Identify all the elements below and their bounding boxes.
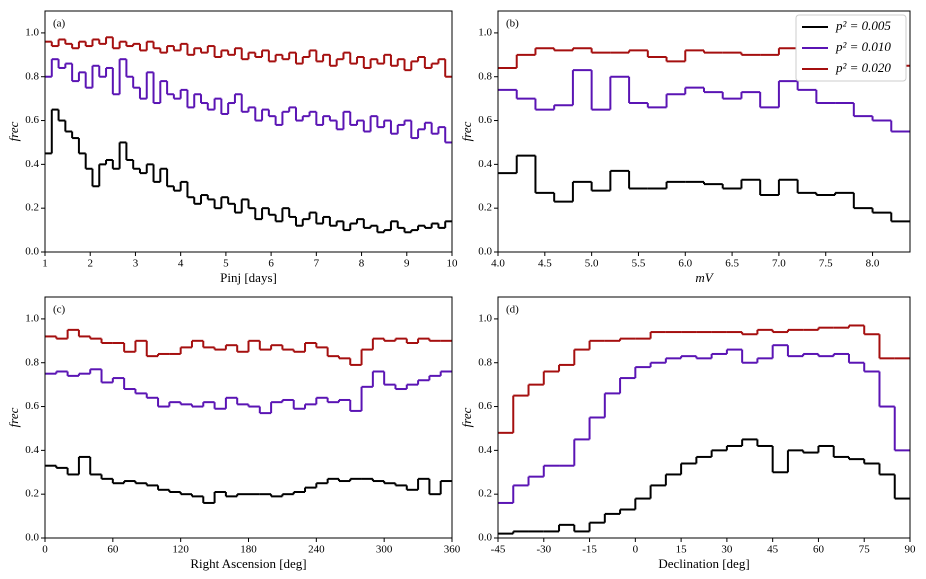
x-tick-label: 45 (767, 544, 779, 556)
panel-label: (a) (53, 18, 66, 30)
x-tick-label: 9 (404, 258, 410, 270)
y-tick-label: 0.2 (478, 202, 492, 214)
legend-label: p² = 0.010 (835, 39, 891, 54)
x-tick-label: 300 (376, 544, 393, 556)
y-tick-label: 1.0 (25, 26, 39, 38)
y-tick-label: 0.6 (478, 400, 492, 412)
panel-label: (d) (506, 304, 519, 316)
x-tick-label: 240 (308, 544, 325, 556)
x-tick-label: 60 (107, 544, 119, 556)
y-tick-label: 0.8 (25, 356, 39, 368)
panel: -45 -30 -15 0 15 30 45 60 75 90 0.0 0.2 0.4 0.6 0.8 1.0… (459, 296, 917, 571)
axes-frame (497, 10, 911, 253)
y-tick-label: 0.4 (25, 444, 39, 456)
x-tick-label: 4.0 (491, 258, 505, 270)
legend-frame (795, 14, 907, 82)
x-axis-label: mV (695, 270, 714, 285)
x-tick-label: -30 (536, 544, 551, 556)
x-axis-label: Pinj [days] (220, 270, 277, 285)
x-tick-label: 30 (721, 544, 733, 556)
x-tick-label: 6.5 (725, 258, 739, 270)
x-tick-label: 5.5 (632, 258, 646, 270)
x-tick-label: 7.5 (819, 258, 833, 270)
y-tick-label: 1.0 (478, 26, 492, 38)
y-tick-label: 0.0 (25, 532, 39, 544)
x-tick-label: 8 (359, 258, 365, 270)
x-tick-label: 120 (172, 544, 189, 556)
panel-label: (b) (506, 18, 519, 30)
x-tick-label: 7.0 (772, 258, 786, 270)
x-tick-label: 4.5 (538, 258, 552, 270)
y-tick-label: 0.6 (25, 114, 39, 126)
y-tick-label: 1.0 (25, 312, 39, 324)
x-tick-label: 75 (859, 544, 871, 556)
x-tick-label: 6 (268, 258, 274, 270)
y-tick-label: 0.8 (478, 70, 492, 82)
y-tick-label: 1.0 (478, 312, 492, 324)
x-tick-label: 5.0 (585, 258, 599, 270)
y-tick-label: 0.6 (478, 114, 492, 126)
y-tick-label: 0.0 (478, 246, 492, 258)
y-axis-label: frec (6, 407, 21, 427)
x-tick-label: -15 (582, 544, 597, 556)
x-tick-label: 90 (905, 544, 917, 556)
x-tick-label: 10 (447, 258, 459, 270)
axes-frame (44, 10, 453, 253)
y-axis-label: frec (459, 407, 474, 427)
axes-frame (44, 296, 453, 539)
panel-label: (c) (53, 304, 66, 316)
y-tick-label: 0.2 (25, 202, 39, 214)
y-axis-label: frec (459, 121, 474, 141)
y-tick-label: 0.4 (478, 444, 492, 456)
y-tick-label: 0.2 (478, 488, 492, 500)
x-tick-label: 8.0 (866, 258, 880, 270)
x-axis-label: Declination [deg] (658, 556, 749, 571)
y-tick-label: 0.0 (25, 246, 39, 258)
x-tick-label: 5 (223, 258, 229, 270)
x-tick-label: 6.0 (678, 258, 692, 270)
y-tick-label: 0.8 (478, 356, 492, 368)
x-tick-label: 0 (42, 544, 48, 556)
legend-label: p² = 0.020 (835, 60, 891, 75)
x-tick-label: 180 (240, 544, 257, 556)
panel: 1 2 3 4 5 6 7 8 9 10 0.0 0.2 0.4 0.6 0.8 1.0 (a) Pinj [da… (6, 10, 459, 285)
x-tick-label: 0 (633, 544, 639, 556)
panel: 4.0 4.5 5.0 5.5 6.0 6.5 7.0 7.5 8.0 0.0 0.2 0.4 0.6 0… (459, 10, 911, 285)
x-tick-label: 15 (676, 544, 688, 556)
y-tick-label: 0.4 (478, 158, 492, 170)
legend-label: p² = 0.005 (835, 18, 891, 33)
x-tick-label: 2 (87, 258, 93, 270)
x-tick-label: 7 (314, 258, 320, 270)
x-tick-label: -45 (491, 544, 506, 556)
x-tick-label: 1 (42, 258, 48, 270)
x-axis-label: Right Ascension [deg] (190, 556, 306, 571)
y-tick-label: 0.8 (25, 70, 39, 82)
y-tick-label: 0.6 (25, 400, 39, 412)
y-tick-label: 0.4 (25, 158, 39, 170)
x-tick-label: 4 (178, 258, 184, 270)
x-tick-label: 360 (444, 544, 461, 556)
y-tick-label: 0.0 (478, 532, 492, 544)
panel: 0 60 120 180 240 300 360 0.0 0.2 0.4 0.6 0.8 1.0 (c) R… (6, 296, 461, 571)
y-tick-label: 0.2 (25, 488, 39, 500)
axes-frame (497, 296, 911, 539)
y-axis-label: frec (6, 121, 21, 141)
x-tick-label: 3 (133, 258, 139, 270)
x-tick-label: 60 (813, 544, 825, 556)
